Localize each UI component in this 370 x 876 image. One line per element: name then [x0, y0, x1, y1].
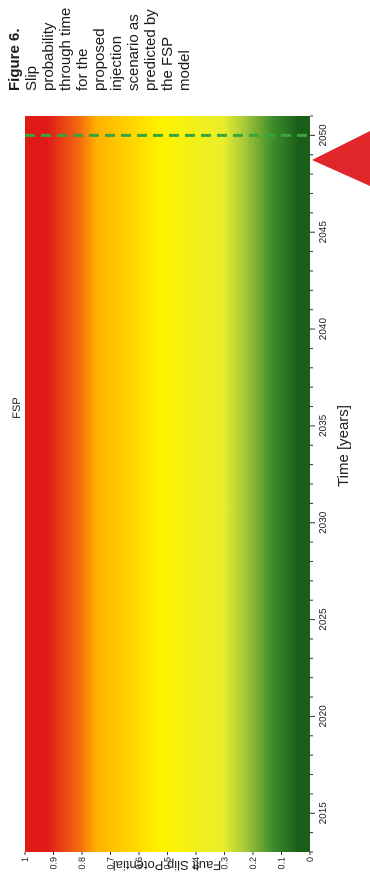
x-tick-label: 2040 [318, 317, 329, 340]
caption-heading: Figure 6. [6, 28, 23, 91]
y-tick-label: 0.2 [248, 857, 258, 870]
x-tick-label: 2030 [318, 511, 329, 534]
x-tick-label: 2025 [318, 608, 329, 631]
y-tick-label: 0.3 [220, 857, 230, 870]
chart-title: FSP [11, 397, 23, 418]
red-arrow-annotation [312, 131, 370, 186]
x-tick-label: 2015 [318, 802, 329, 825]
y-tick-label: 1 [20, 857, 30, 862]
figure-caption: Figure 6. Slip probability through time … [6, 1, 193, 91]
x-tick-label: 2020 [318, 705, 329, 728]
y-tick-label: 0.1 [277, 857, 287, 870]
x-tick-label: 2045 [318, 221, 329, 244]
y-tick-label: 0 [305, 857, 315, 862]
x-axis-label: Time [years] [335, 405, 352, 487]
y-axis-label: Fault Slip Potential [113, 858, 222, 873]
y-tick-label: 0.8 [77, 857, 87, 870]
y-tick-label: 0.6 [134, 857, 144, 870]
plot-area [25, 116, 310, 852]
y-tick-label: 0.9 [49, 857, 59, 870]
y-tick-label: 0.4 [191, 857, 201, 870]
y-tick-label: 0.5 [163, 857, 173, 870]
caption-body: Slip probability through time for the pr… [23, 7, 193, 91]
x-tick-label: 2035 [318, 414, 329, 437]
y-tick-label: 0.7 [106, 857, 116, 870]
x-tick-label: 2050 [318, 124, 329, 147]
x-axis-ticks: 2015 2020 2025 2030 2035 2040 2045 2050 [310, 115, 329, 853]
y-axis-ticks: 0 0.1 0.2 0.3 0.4 0.5 0.6 0.7 0.8 0.9 1 [20, 852, 315, 870]
